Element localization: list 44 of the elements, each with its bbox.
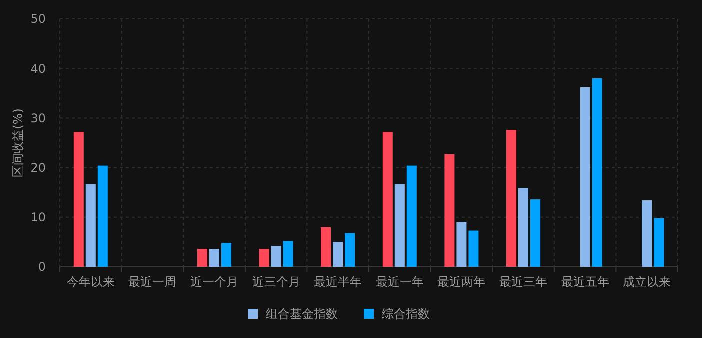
bar	[382, 132, 393, 267]
bar	[283, 241, 294, 267]
y-tick-label: 0	[38, 260, 46, 274]
bar	[198, 249, 208, 267]
bar	[98, 166, 108, 267]
x-tick-label: 最近三年	[500, 275, 548, 289]
bar	[321, 227, 332, 267]
y-tick-label: 20	[30, 161, 46, 175]
bar	[406, 166, 417, 267]
bar	[210, 249, 220, 267]
x-tick-label: 近三个月	[252, 275, 300, 289]
x-tick-label: 最近一年	[376, 275, 424, 289]
bar	[444, 154, 455, 267]
x-tick-label: 今年以来	[66, 275, 115, 289]
x-tick-label: 近一个月	[190, 275, 238, 289]
bar	[345, 233, 356, 267]
y-axis-title: 区间收益(%)	[11, 108, 25, 178]
bar	[642, 200, 652, 267]
bar	[592, 78, 602, 267]
bar	[518, 188, 528, 267]
x-tick-label: 最近一周	[128, 275, 177, 289]
bar	[654, 218, 664, 267]
y-tick-label: 50	[30, 12, 46, 26]
x-tick-label: 最近两年	[438, 275, 486, 289]
bar	[530, 200, 540, 267]
bar	[456, 222, 467, 267]
bar	[74, 132, 84, 267]
bar	[259, 249, 270, 267]
y-tick-label: 30	[30, 111, 46, 126]
bar	[394, 184, 405, 267]
x-tick-label: 最近半年	[314, 275, 362, 289]
x-tick-label: 成立以来	[623, 275, 672, 289]
legend-label: 组合基金指数	[266, 307, 338, 322]
bar	[271, 246, 282, 267]
bar	[580, 87, 590, 267]
x-tick-label: 最近五年	[561, 275, 610, 289]
bar	[222, 243, 232, 267]
bar	[506, 130, 516, 267]
bar	[333, 242, 344, 267]
y-tick-label: 40	[30, 62, 46, 76]
legend-label: 综合指数	[382, 307, 430, 322]
y-tick-label: 10	[30, 210, 46, 225]
bar	[468, 230, 479, 267]
bar	[86, 184, 96, 267]
